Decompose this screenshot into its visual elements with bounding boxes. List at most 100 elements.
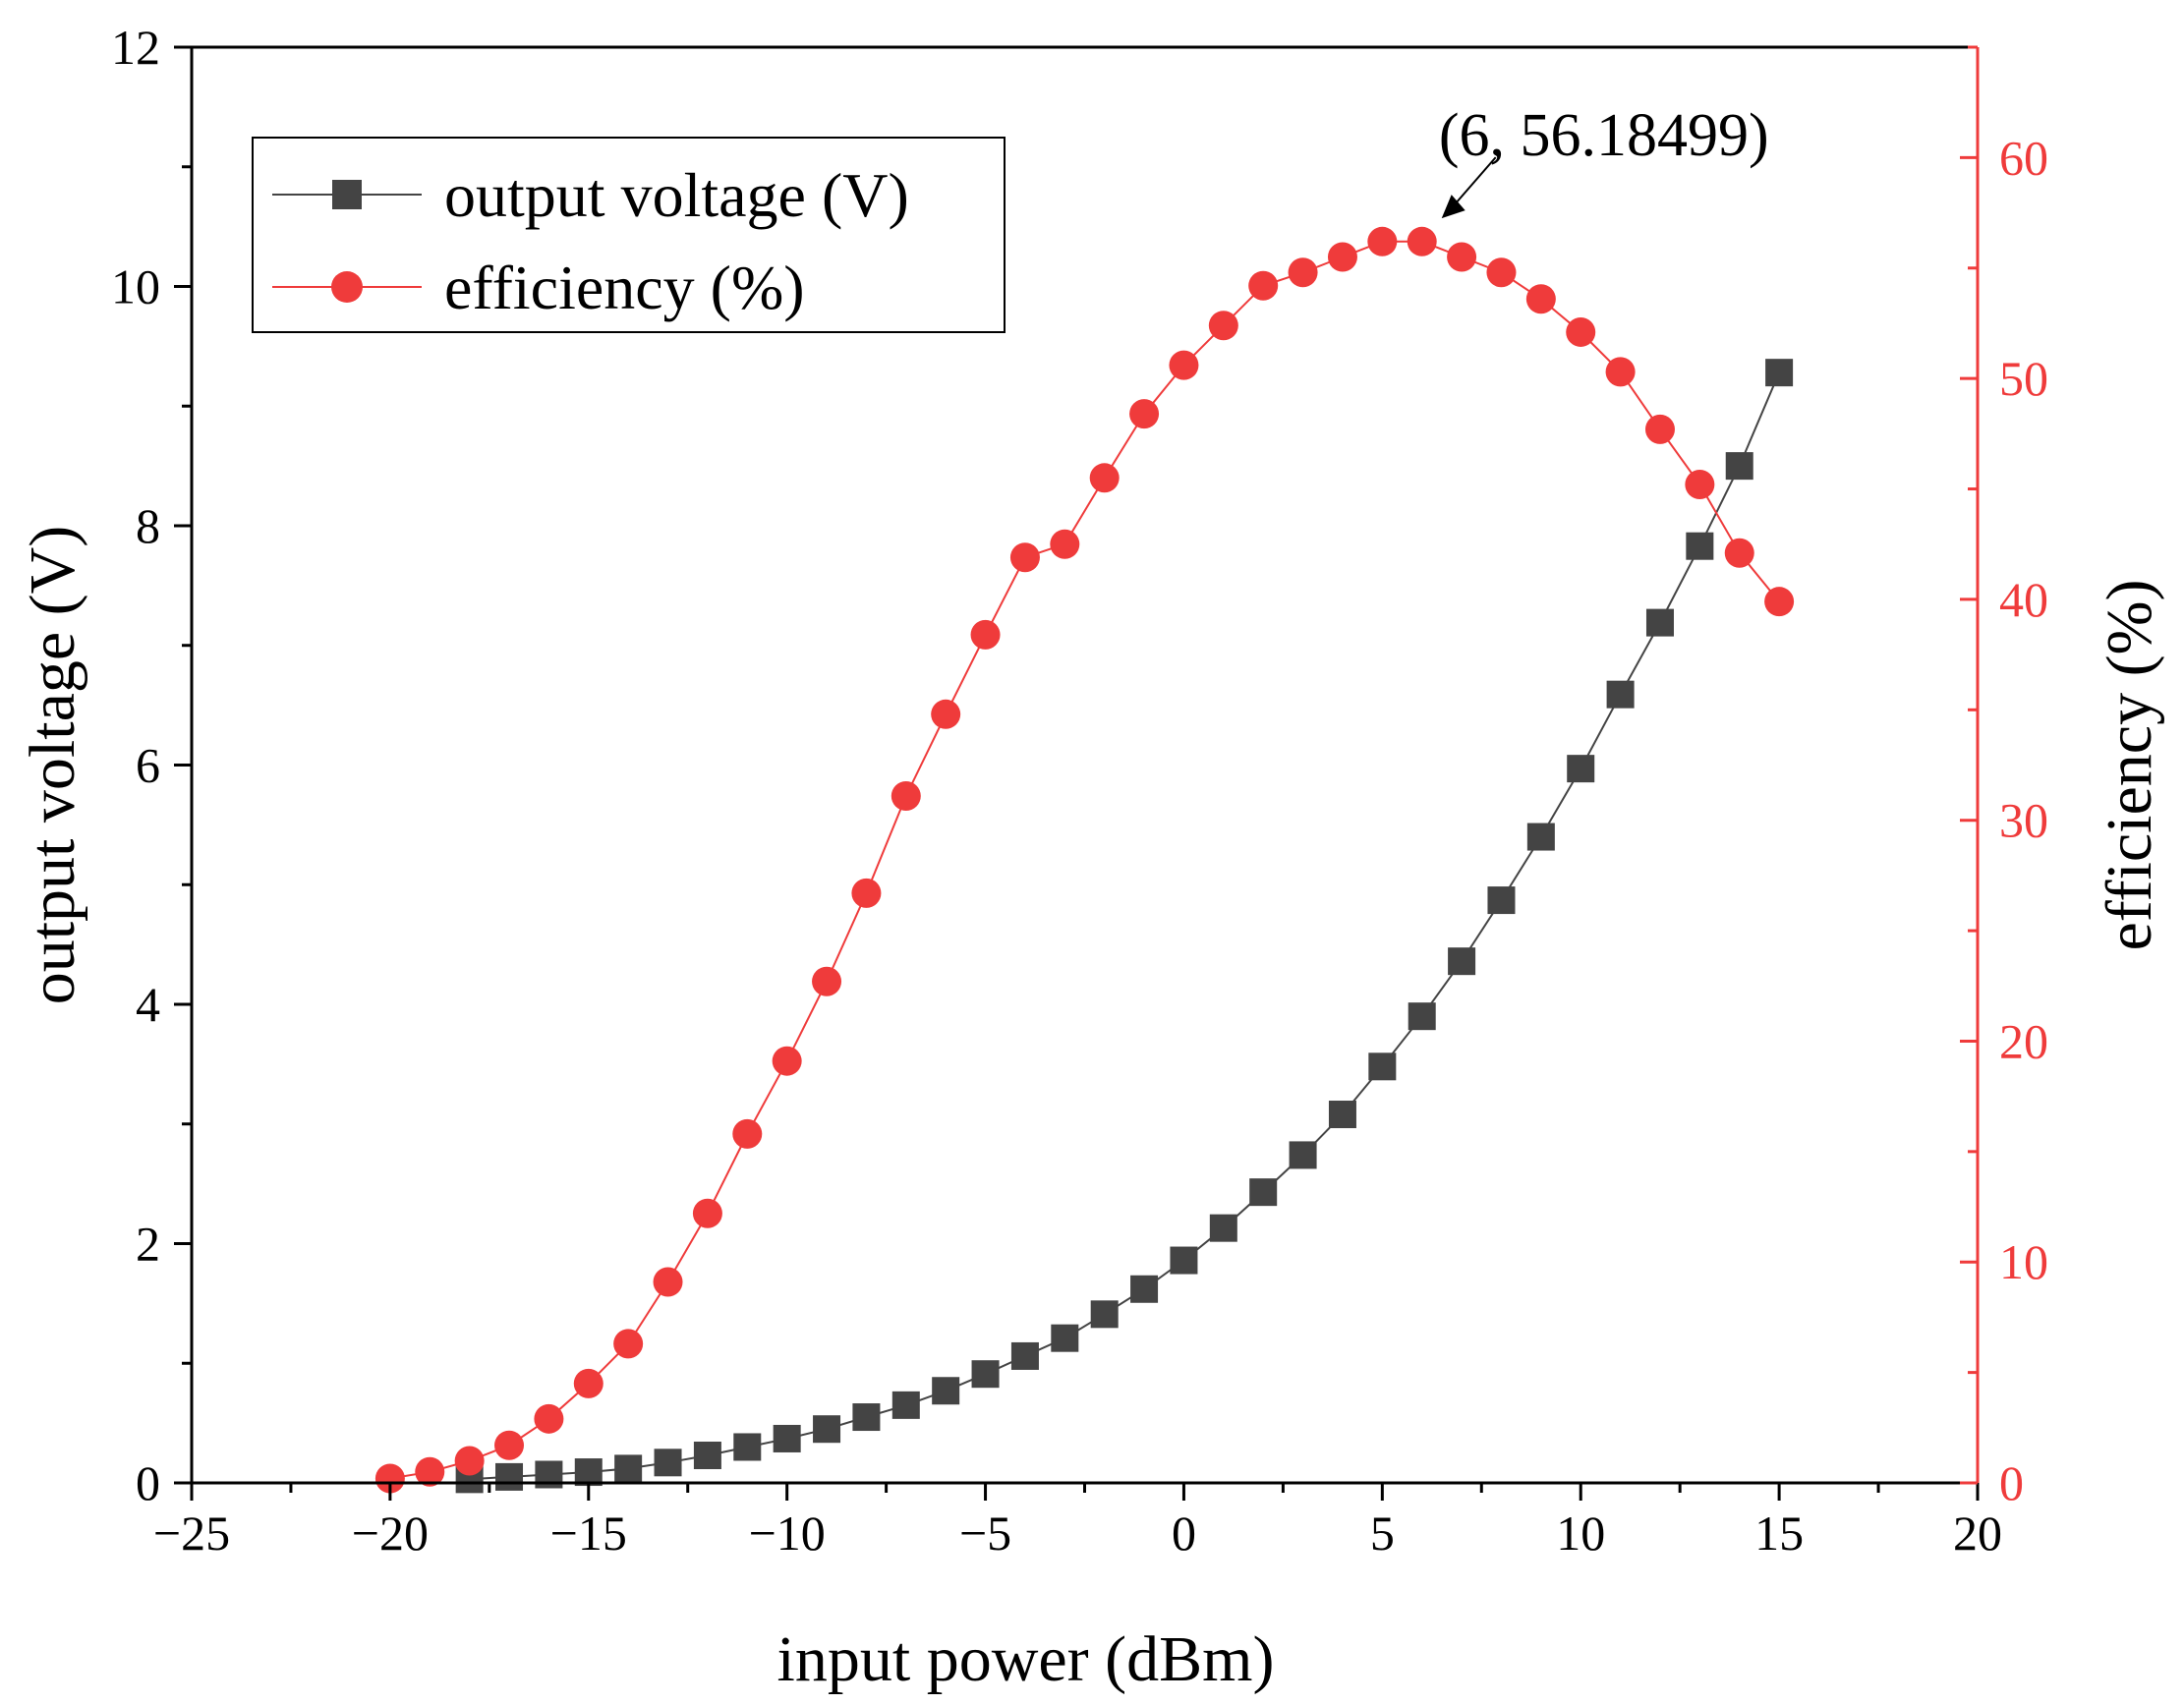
efficiency-point xyxy=(454,1446,485,1476)
efficiency-point xyxy=(1288,257,1318,288)
voltage-point xyxy=(693,1441,721,1469)
y2-tick-label: 0 xyxy=(1999,1455,2024,1510)
annotation-label: (6, 56.18499) xyxy=(1439,102,1769,169)
efficiency-point xyxy=(1407,226,1437,256)
y-tick-label: 10 xyxy=(111,259,160,314)
voltage-point xyxy=(813,1415,841,1444)
voltage-point xyxy=(1130,1275,1159,1303)
efficiency-point xyxy=(573,1368,603,1398)
x-tick-label: −5 xyxy=(959,1506,1011,1561)
y-tick-label: 8 xyxy=(136,498,160,553)
voltage-point xyxy=(891,1391,920,1419)
y2-tick-label: 40 xyxy=(1999,572,2048,627)
voltage-point xyxy=(1289,1141,1317,1169)
efficiency-point xyxy=(1367,226,1398,256)
efficiency-point xyxy=(1169,350,1199,380)
efficiency-point xyxy=(374,1463,405,1494)
voltage-point xyxy=(733,1433,762,1461)
efficiency-point xyxy=(732,1118,763,1149)
annotation-arrow-head xyxy=(1441,195,1466,219)
efficiency-point xyxy=(1764,587,1795,617)
legend: output voltage (V) efficiency (%) xyxy=(252,137,1006,333)
efficiency-point xyxy=(970,619,1001,650)
voltage-point xyxy=(932,1377,960,1405)
efficiency-point xyxy=(891,780,921,811)
voltage-point xyxy=(773,1424,801,1452)
x-tick-label: 5 xyxy=(1370,1506,1395,1561)
x-tick-label: −20 xyxy=(352,1506,429,1561)
x-tick-label: 20 xyxy=(1953,1506,2002,1561)
efficiency-point xyxy=(1685,470,1715,500)
y-tick-label: 6 xyxy=(136,738,160,793)
voltage-point xyxy=(1448,947,1476,976)
x-tick-label: −10 xyxy=(749,1506,826,1561)
annotation-layer: (6, 56.18499) xyxy=(1439,102,1769,219)
y2-tick-label: 20 xyxy=(1999,1013,2048,1068)
efficiency-point xyxy=(851,878,882,908)
voltage-point xyxy=(1725,452,1753,481)
axes: −25 −20 −15 −10 −5 0 5 10 15 20024681012010203040… xyxy=(17,20,2165,1695)
efficiency-point xyxy=(1605,357,1636,387)
voltage-point xyxy=(495,1462,524,1491)
voltage-point xyxy=(614,1454,643,1483)
efficiency-point xyxy=(1129,399,1160,429)
efficiency-point xyxy=(1050,529,1080,559)
y2-tick-label: 30 xyxy=(1999,793,2048,848)
voltage-point xyxy=(1249,1178,1278,1207)
voltage-point xyxy=(1328,1101,1356,1129)
x-tick-label: −25 xyxy=(153,1506,230,1561)
efficiency-point xyxy=(494,1430,525,1460)
voltage-point xyxy=(1567,755,1595,783)
efficiency-point xyxy=(931,699,961,729)
y-tick-label: 2 xyxy=(136,1217,160,1272)
voltage-point xyxy=(1765,359,1794,387)
efficiency-point xyxy=(692,1198,722,1228)
efficiency-point xyxy=(1486,257,1517,288)
efficiency-point xyxy=(1208,311,1238,341)
y2-tick-label: 60 xyxy=(1999,130,2048,185)
efficiency-point xyxy=(1566,316,1596,347)
efficiency-point xyxy=(613,1329,644,1359)
y-tick-label: 4 xyxy=(136,977,160,1032)
efficiency-point xyxy=(653,1267,683,1297)
voltage-point xyxy=(654,1449,682,1477)
voltage-point xyxy=(1209,1214,1237,1242)
legend-label-1: efficiency (%) xyxy=(444,253,805,322)
voltage-point xyxy=(1487,886,1516,915)
efficiency-point xyxy=(1009,542,1040,573)
voltage-point xyxy=(1368,1052,1397,1081)
voltage-point xyxy=(1606,680,1635,709)
efficiency-point xyxy=(1089,463,1120,493)
legend-circle-marker xyxy=(331,271,363,303)
x-axis-title: input power (dBm) xyxy=(777,1623,1275,1695)
x-tick-label: 10 xyxy=(1556,1506,1605,1561)
y2-tick-label: 50 xyxy=(1999,351,2048,406)
efficiency-point xyxy=(1447,242,1477,272)
voltage-point xyxy=(1645,608,1674,637)
plot-area xyxy=(374,226,1795,1494)
voltage-point xyxy=(1090,1300,1119,1329)
voltage-point xyxy=(852,1403,881,1432)
efficiency-point xyxy=(772,1046,802,1076)
x-tick-label: 15 xyxy=(1754,1506,1804,1561)
efficiency-point xyxy=(1724,538,1754,568)
efficiency-point xyxy=(1644,414,1675,444)
y2-axis-title: efficiency (%) xyxy=(2094,579,2165,950)
voltage-point xyxy=(1526,823,1555,851)
x-tick-label: 0 xyxy=(1172,1506,1196,1561)
voltage-point xyxy=(1686,532,1714,560)
voltage-point xyxy=(574,1458,603,1487)
legend-square-marker xyxy=(332,180,362,209)
legend-label-0: output voltage (V) xyxy=(444,160,909,230)
efficiency-point xyxy=(1248,270,1279,301)
y-tick-label: 12 xyxy=(111,20,160,75)
efficiency-point xyxy=(812,966,842,996)
efficiency-point xyxy=(1525,284,1556,314)
efficiency-point xyxy=(415,1456,445,1487)
y-tick-label: 0 xyxy=(136,1455,160,1510)
voltage-point xyxy=(1010,1341,1039,1370)
y2-tick-label: 10 xyxy=(1999,1234,2048,1289)
y-axis-title: output voltage (V) xyxy=(17,526,88,1005)
efficiency-point xyxy=(1327,242,1357,272)
